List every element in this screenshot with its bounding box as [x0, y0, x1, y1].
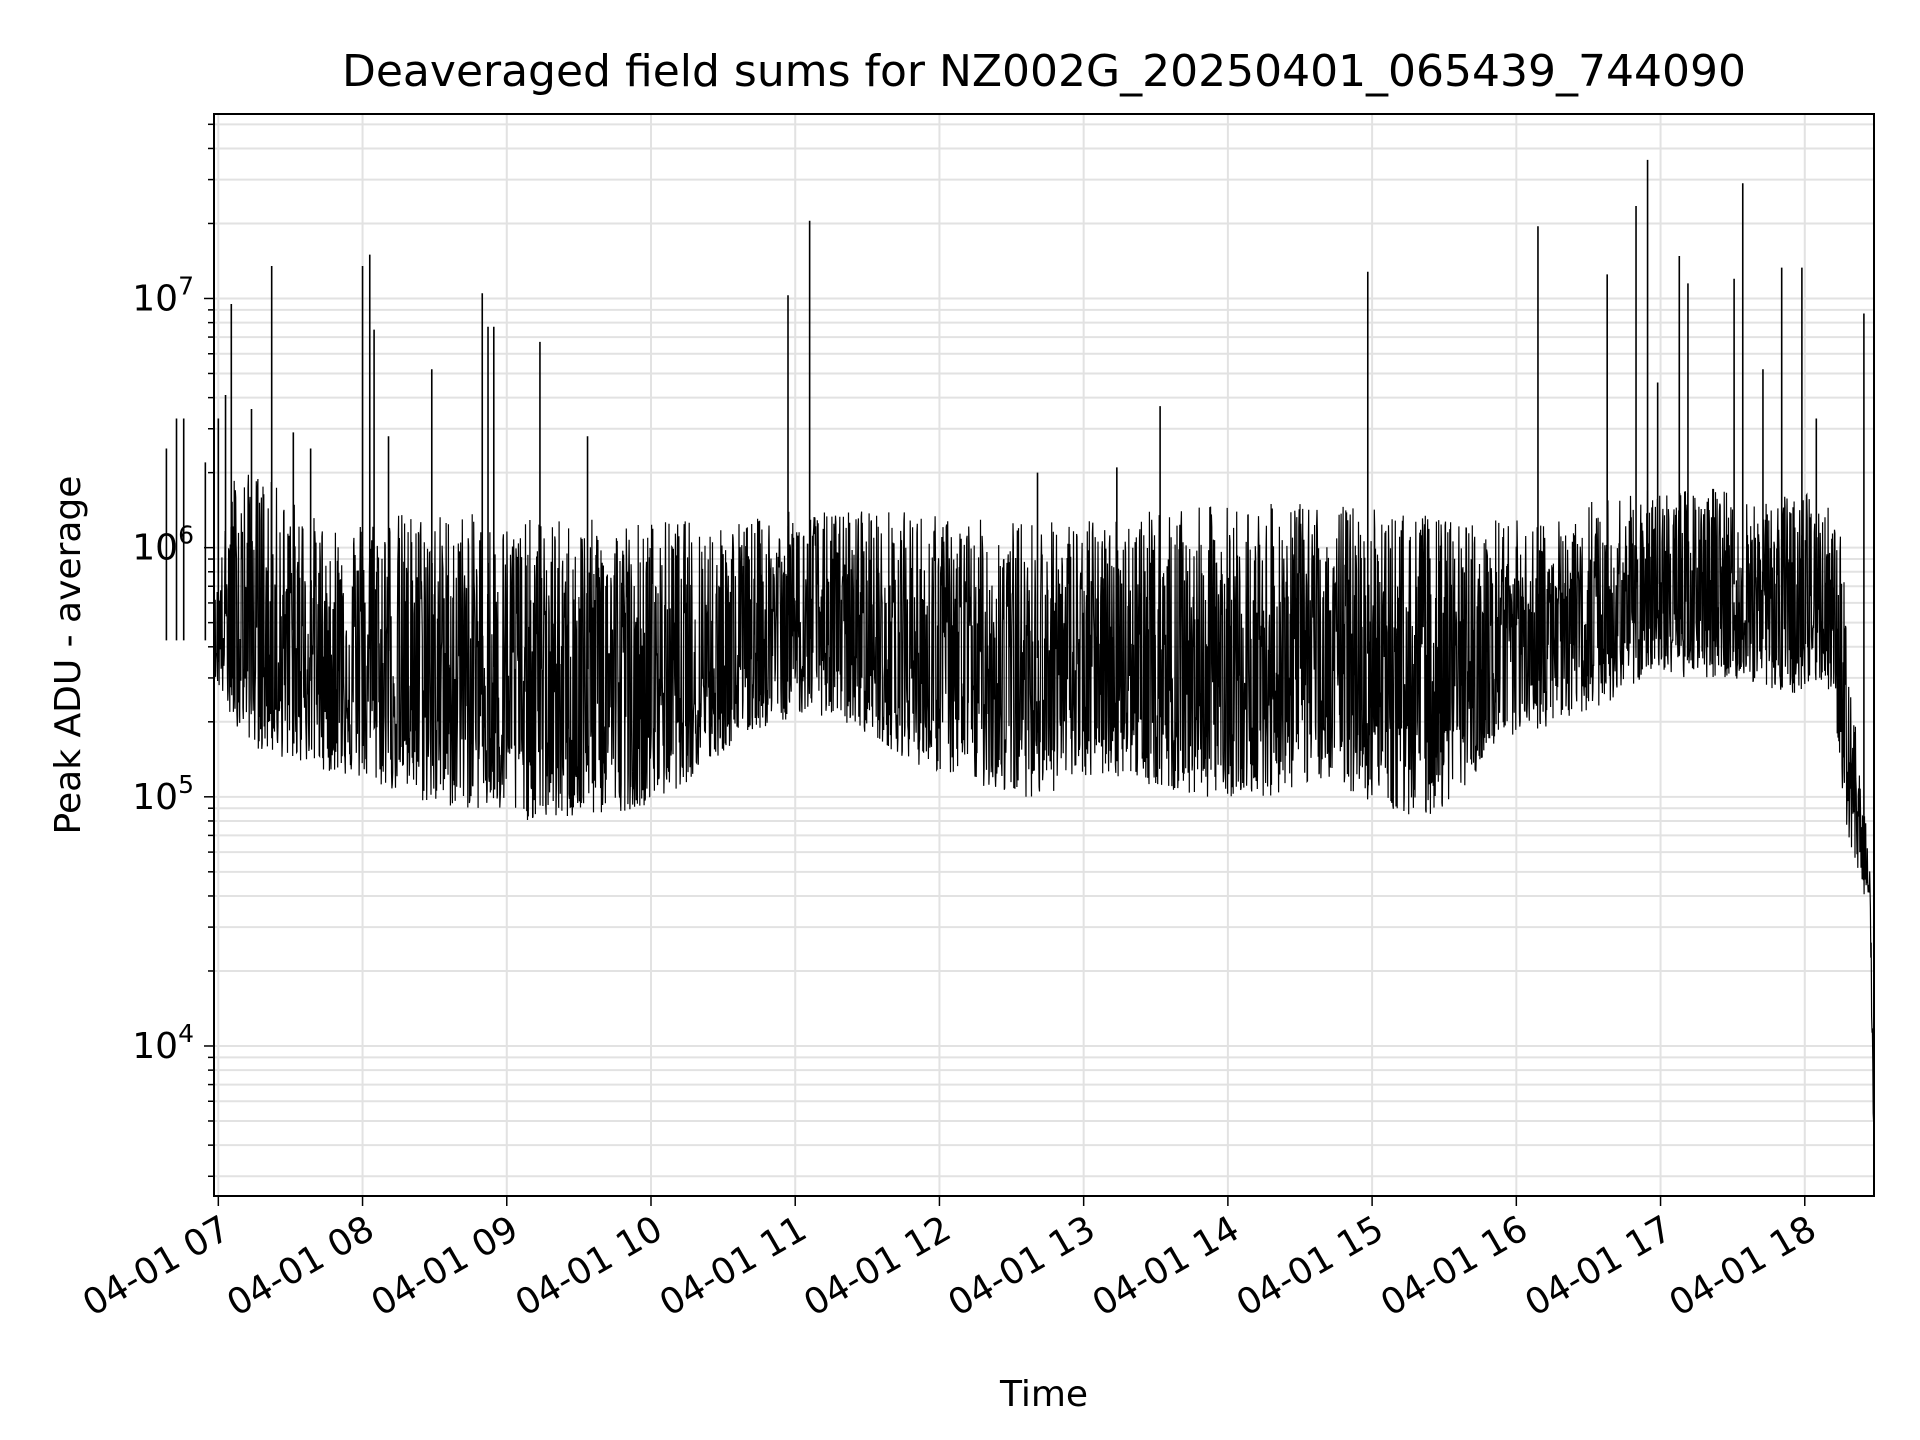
- series-line: [213, 474, 1875, 1160]
- data-series: [165, 159, 1875, 1160]
- y-axis-label: Peak ADU - average: [48, 476, 89, 835]
- y-axis-ticks: 104 105 106 107: [132, 123, 214, 1178]
- y-tick-label: 105: [132, 770, 194, 818]
- y-tick-label: 107: [132, 271, 194, 319]
- axes-frame: [213, 113, 1875, 1197]
- x-axis-label: Time: [999, 1374, 1088, 1415]
- y-tick-label: 104: [132, 1019, 194, 1067]
- y-tick-label: 106: [132, 521, 194, 569]
- chart-title: Deaveraged field sums for NZ002G_2025040…: [342, 46, 1746, 97]
